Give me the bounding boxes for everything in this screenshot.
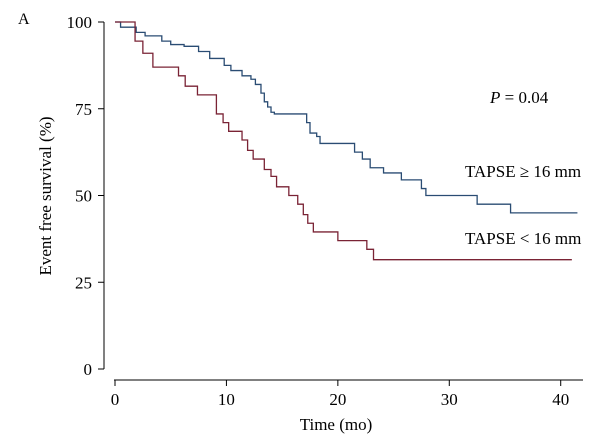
x-tick-label: 30	[441, 390, 458, 409]
x-tick-label: 0	[111, 390, 120, 409]
series-line-tapse-high	[115, 21, 578, 214]
p-value-annotation: P = 0.04	[489, 88, 549, 107]
y-tick-label: 100	[67, 13, 93, 32]
series-label-high: TAPSE ≥ 16 mm	[465, 162, 581, 181]
y-tick-label: 0	[84, 360, 93, 379]
y-axis-label: Event free survival (%)	[36, 116, 55, 275]
x-axis-label: Time (mo)	[300, 415, 373, 434]
series-label-low: TAPSE < 16 mm	[465, 229, 581, 248]
p-value-symbol: P	[489, 88, 500, 107]
x-tick-label: 40	[552, 390, 569, 409]
panel-label: A	[18, 11, 30, 28]
x-tick-label: 10	[218, 390, 235, 409]
y-tick-label: 25	[75, 273, 92, 292]
series-layer	[115, 21, 578, 261]
series-line-tapse-low	[115, 21, 572, 261]
p-value-text: = 0.04	[500, 88, 548, 107]
x-axis-ticks: 0 10 20 30 40	[111, 380, 569, 409]
y-axis-ticks: 0 25 50 75 100	[67, 13, 104, 379]
y-tick-label: 75	[75, 100, 92, 119]
plot-frame	[103, 22, 583, 381]
x-tick-label: 20	[329, 390, 346, 409]
y-tick-label: 50	[75, 187, 92, 206]
